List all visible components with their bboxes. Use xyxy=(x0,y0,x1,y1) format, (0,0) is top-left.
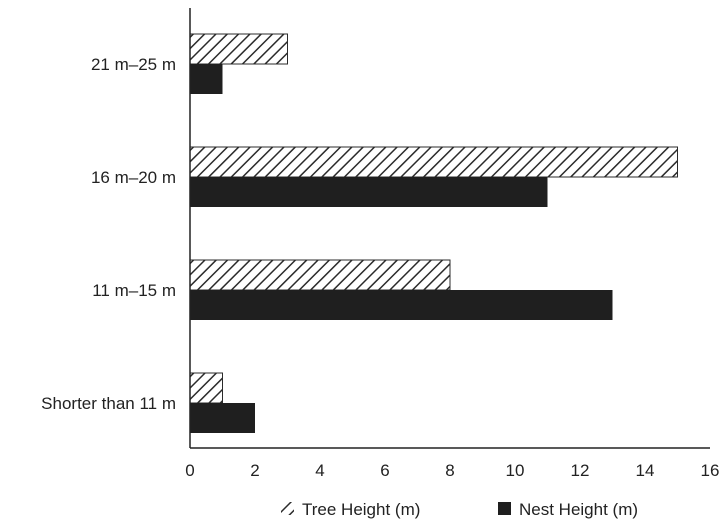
axes-group xyxy=(189,8,710,449)
legend-swatch-nest-height xyxy=(498,502,511,515)
x-tick-label: 4 xyxy=(315,461,324,480)
y-tick-label: 16 m–20 m xyxy=(91,168,176,187)
bar-nest-height-m-16-m-20-m xyxy=(190,177,548,207)
x-tick-label: 10 xyxy=(506,461,525,480)
bar-tree-height-m-shorter-than-11-m xyxy=(189,372,223,404)
x-tick-label: 6 xyxy=(380,461,389,480)
y-tick-label: Shorter than 11 m xyxy=(41,394,176,413)
bars-group xyxy=(189,33,678,433)
bar-tree-height-m-16-m-20-m xyxy=(189,146,678,178)
y-tick-labels: 21 m–25 m 16 m–20 m 11 m–15 m Shorter than … xyxy=(41,55,176,413)
y-tick-label: 21 m–25 m xyxy=(91,55,176,74)
bar-nest-height-m-11-m-15-m xyxy=(190,290,613,320)
bar-tree-height-m-11-m-15-m xyxy=(189,259,451,291)
x-tick-label: 16 xyxy=(701,461,720,480)
x-tick-label: 8 xyxy=(445,461,454,480)
y-tick-label: 11 m–15 m xyxy=(92,281,176,300)
x-tick-labels: 0 2 4 6 8 10 12 14 16 xyxy=(185,461,719,480)
x-tick-label: 12 xyxy=(571,461,590,480)
x-tick-label: 14 xyxy=(636,461,655,480)
legend-swatch-tree-height xyxy=(281,502,294,515)
bar-nest-height-m-shorter-than-11-m xyxy=(190,403,255,433)
legend-label-nest-height: Nest Height (m) xyxy=(519,500,638,519)
legend-item-nest-height: Nest Height (m) xyxy=(498,500,638,519)
x-tick-label: 0 xyxy=(185,461,194,480)
x-tick-label: 2 xyxy=(250,461,259,480)
legend-item-tree-height: Tree Height (m) xyxy=(281,500,420,519)
legend: Tree Height (m) Nest Height (m) xyxy=(281,500,638,519)
bar-nest-height-m-21-m-25-m xyxy=(190,64,223,94)
bar-tree-height-m-21-m-25-m xyxy=(189,33,288,65)
legend-label-tree-height: Tree Height (m) xyxy=(302,500,420,519)
